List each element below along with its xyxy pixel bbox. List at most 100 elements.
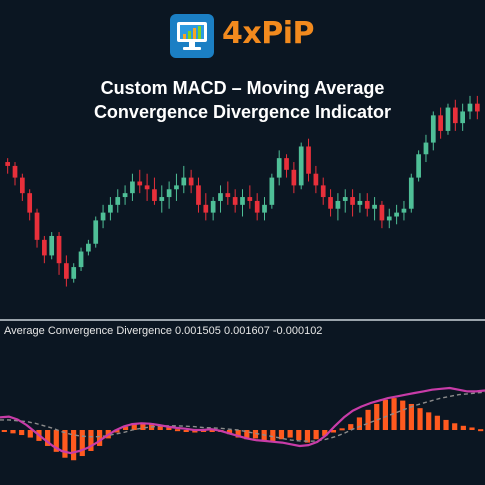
candle-body xyxy=(130,181,135,194)
candle xyxy=(452,99,458,131)
histogram-bar xyxy=(174,429,181,432)
histogram-bar xyxy=(88,430,94,451)
candle xyxy=(298,142,304,190)
candle-body xyxy=(474,103,480,112)
candle-body xyxy=(313,173,319,186)
price-candlestick-chart xyxy=(5,95,480,287)
candle xyxy=(188,169,194,194)
candle xyxy=(225,181,231,205)
candle xyxy=(438,107,443,139)
candle-body xyxy=(12,165,18,178)
title-line-2: Convergence Divergence Indicator xyxy=(93,102,392,122)
histogram-bar xyxy=(183,430,189,432)
candle-body xyxy=(100,212,106,221)
candle-body xyxy=(394,212,399,217)
candle xyxy=(122,185,128,205)
candle-body xyxy=(342,197,348,201)
candle xyxy=(430,111,436,151)
candle-body xyxy=(181,177,187,186)
candle xyxy=(408,173,414,213)
candle xyxy=(306,138,311,182)
candle-body xyxy=(137,181,143,186)
candle-body xyxy=(218,193,223,201)
candle-body xyxy=(386,216,392,221)
candle xyxy=(108,197,113,221)
histogram-bar xyxy=(97,430,103,446)
histogram-bar xyxy=(19,430,25,436)
candle-body xyxy=(467,103,473,112)
candle-body xyxy=(350,197,355,205)
candle xyxy=(203,193,209,221)
logo-text: 4xPiP xyxy=(222,16,314,51)
histogram-bar xyxy=(252,430,259,439)
candle-body xyxy=(108,204,113,213)
histogram-bar xyxy=(304,430,311,443)
histogram-bar xyxy=(45,430,51,446)
histogram-bar xyxy=(374,403,380,430)
histogram-bar xyxy=(356,417,363,430)
histogram-bar xyxy=(235,430,241,438)
candle xyxy=(320,177,326,205)
histogram-bar xyxy=(287,430,293,438)
histogram-bar xyxy=(434,415,440,430)
histogram-bar xyxy=(131,423,137,430)
candle xyxy=(379,200,385,229)
candle-body xyxy=(438,115,443,131)
candle-body xyxy=(49,235,55,256)
histogram-bar xyxy=(417,408,423,430)
candle xyxy=(445,103,451,135)
candle xyxy=(313,165,319,194)
candle-body xyxy=(166,189,172,198)
candle xyxy=(93,216,99,248)
candle xyxy=(159,185,165,213)
candle xyxy=(210,197,216,221)
candle-body xyxy=(423,142,429,155)
candle-body xyxy=(240,197,245,205)
panel-separator[interactable] xyxy=(0,319,485,321)
histogram-bar xyxy=(122,426,129,430)
candle xyxy=(357,193,363,213)
candle xyxy=(342,189,348,213)
candle-body xyxy=(210,200,216,213)
candle xyxy=(130,173,135,201)
histogram-bar xyxy=(53,430,59,452)
page-title: Custom MACD – Moving Average Convergence… xyxy=(0,76,485,124)
candle-body xyxy=(262,204,267,213)
monitor-chart-icon xyxy=(170,14,214,58)
histogram-bar xyxy=(313,430,319,440)
candle xyxy=(86,239,91,256)
candle-body xyxy=(416,154,421,178)
candle-body xyxy=(86,243,91,252)
candle-body xyxy=(174,185,179,190)
candle-body xyxy=(372,204,377,209)
candle xyxy=(284,154,289,178)
candle-body xyxy=(159,197,165,201)
histogram-bar xyxy=(10,430,16,434)
macd-indicator-chart xyxy=(0,386,485,461)
candle-body xyxy=(34,212,40,240)
histogram-bar xyxy=(244,430,250,440)
candle xyxy=(137,169,143,194)
candle xyxy=(115,189,121,213)
candle-body xyxy=(225,193,231,198)
candle xyxy=(144,173,150,201)
histogram-bar xyxy=(460,425,466,430)
histogram-bar xyxy=(452,423,458,430)
histogram-bar xyxy=(140,422,146,430)
histogram-bar xyxy=(469,427,475,430)
histogram-bar xyxy=(209,430,215,432)
candle xyxy=(196,177,201,213)
histogram-bar xyxy=(365,409,371,430)
signal-line xyxy=(0,391,485,443)
candle-body xyxy=(196,185,201,205)
histogram-bar xyxy=(226,430,233,435)
histogram-bar xyxy=(382,399,388,430)
candle xyxy=(423,134,429,163)
candle xyxy=(27,189,33,221)
candle-body xyxy=(115,197,121,205)
candle-body xyxy=(247,197,253,201)
candle xyxy=(262,197,267,221)
candle-body xyxy=(71,267,77,279)
candle xyxy=(350,189,355,217)
histogram-bar xyxy=(330,430,337,433)
